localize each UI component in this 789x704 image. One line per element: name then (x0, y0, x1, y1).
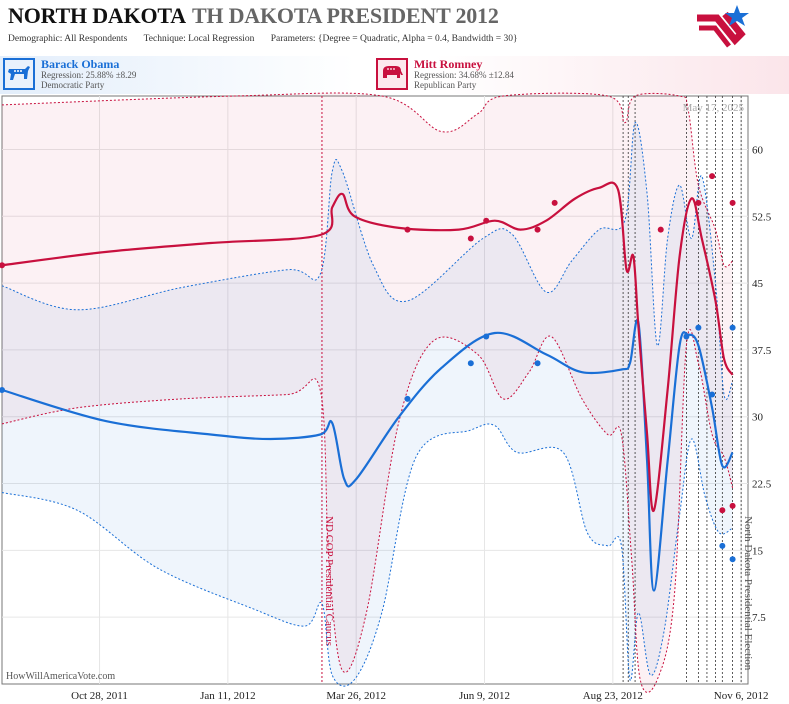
poll-point-obama (729, 324, 736, 331)
band-upper-obama (1, 122, 734, 401)
y-tick-label: 22.5 (752, 479, 772, 491)
poll-point-romney (709, 173, 716, 180)
plot-frame (1, 95, 749, 685)
watermark: HowWillAmericaVote.com (6, 671, 115, 682)
poll-point-obama (404, 395, 411, 402)
y-tick-label: 60 (752, 144, 764, 156)
x-tick-label: Jun 9, 2012 (459, 690, 510, 702)
poll-point-romney (534, 226, 541, 233)
poll-point-obama (729, 556, 736, 563)
candidate-name: Barack Obama (41, 57, 120, 71)
logo-red-stripe-2-icon (699, 25, 731, 48)
x-tick-label: Mar 26, 2012 (326, 690, 386, 702)
poll-point-romney (729, 199, 736, 206)
y-tick-label: 7.5 (752, 612, 766, 624)
y-tick-label: 52.5 (752, 211, 772, 223)
candidate-party: Democratic Party (41, 80, 105, 90)
header: NORTH DAKOTA TH DAKOTA PRESIDENT 2012 Dem… (0, 0, 789, 50)
site-logo[interactable] (695, 4, 751, 48)
poll-point-obama (467, 360, 474, 367)
y-tick-label: 37.5 (752, 345, 772, 357)
x-tick-label: Nov 6, 2012 (714, 690, 769, 702)
datestamp: May 17, 2025 (683, 102, 745, 114)
technique-value: Local Regression (188, 34, 255, 44)
band-lower-romney (1, 328, 734, 693)
candidate-bar: Barack Obama Regression: 25.88% ±8.29 De… (0, 56, 789, 94)
donkey-icon (3, 58, 35, 90)
parameters-label: Parameters: (270, 34, 316, 44)
demographic-value: All Respondents (64, 34, 128, 44)
trend-line-romney (1, 181, 734, 512)
poll-point-romney (729, 502, 736, 509)
poll-point-obama (709, 391, 716, 398)
x-tick-label: Aug 23, 2012 (583, 690, 643, 702)
band-upper-romney (1, 92, 733, 268)
poll-point-obama (483, 333, 490, 340)
poll-point-romney (657, 226, 664, 233)
poll-point-obama (683, 333, 690, 340)
plot-area (1, 95, 749, 685)
parameters-line: Demographic: All Respondents Technique: … (8, 34, 518, 44)
band-fill-obama (2, 122, 733, 687)
y-tick-label: 45 (752, 278, 764, 290)
x-tick-label: Jan 11, 2012 (200, 690, 256, 702)
page-title: NORTH DAKOTA TH DAKOTA PRESIDENT 2012 (8, 3, 499, 29)
poll-point-obama (0, 387, 5, 393)
candidate-party: Republican Party (414, 80, 477, 90)
candidate-regression: Regression: 25.88% ±8.29 (41, 70, 137, 80)
technique-label: Technique: (143, 34, 186, 44)
poll-point-romney (551, 199, 558, 206)
poll-point-romney (483, 217, 490, 224)
title-sub: TH DAKOTA PRESIDENT 2012 (191, 3, 499, 28)
poll-point-romney (719, 507, 726, 514)
axes: 7.5 15 22.5 30 37.5 45 52.5 60 Oct 28, 2011 Jan 1… (71, 144, 772, 702)
elephant-icon (376, 58, 408, 90)
poll-point-obama (719, 542, 726, 549)
parameters-value: {Degree = Quadratic, Alpha = 0.4, Bandwi… (317, 34, 518, 44)
title-main: NORTH DAKOTA (8, 3, 186, 28)
band-fill-romney (2, 93, 733, 693)
event-markers: ND GOP Presidential Caucus North Dakota P… (321, 96, 754, 684)
candidate-regression: Regression: 34.68% ±12.84 (414, 70, 514, 80)
poll-point-romney (695, 199, 702, 206)
poll-point-obama (695, 324, 702, 331)
series-layer (0, 92, 736, 693)
candidate-name: Mitt Romney (414, 57, 483, 71)
poll-point-romney (404, 226, 411, 233)
event-label: ND GOP Presidential Caucus (323, 516, 335, 646)
trend-line-obama (1, 318, 734, 592)
x-tick-label: Oct 28, 2011 (71, 690, 128, 702)
poll-point-romney (0, 262, 5, 269)
poll-point-obama (534, 360, 541, 367)
demographic-label: Demographic: (8, 34, 63, 44)
event-label: North Dakota Presidential Election (742, 516, 754, 671)
poll-point-romney (467, 235, 474, 242)
confidence-bands (2, 93, 733, 693)
logo-red-stripe-icon (697, 11, 746, 46)
y-tick-label: 15 (752, 545, 764, 557)
logo-star-icon (725, 5, 749, 26)
y-tick-label: 30 (752, 412, 764, 424)
